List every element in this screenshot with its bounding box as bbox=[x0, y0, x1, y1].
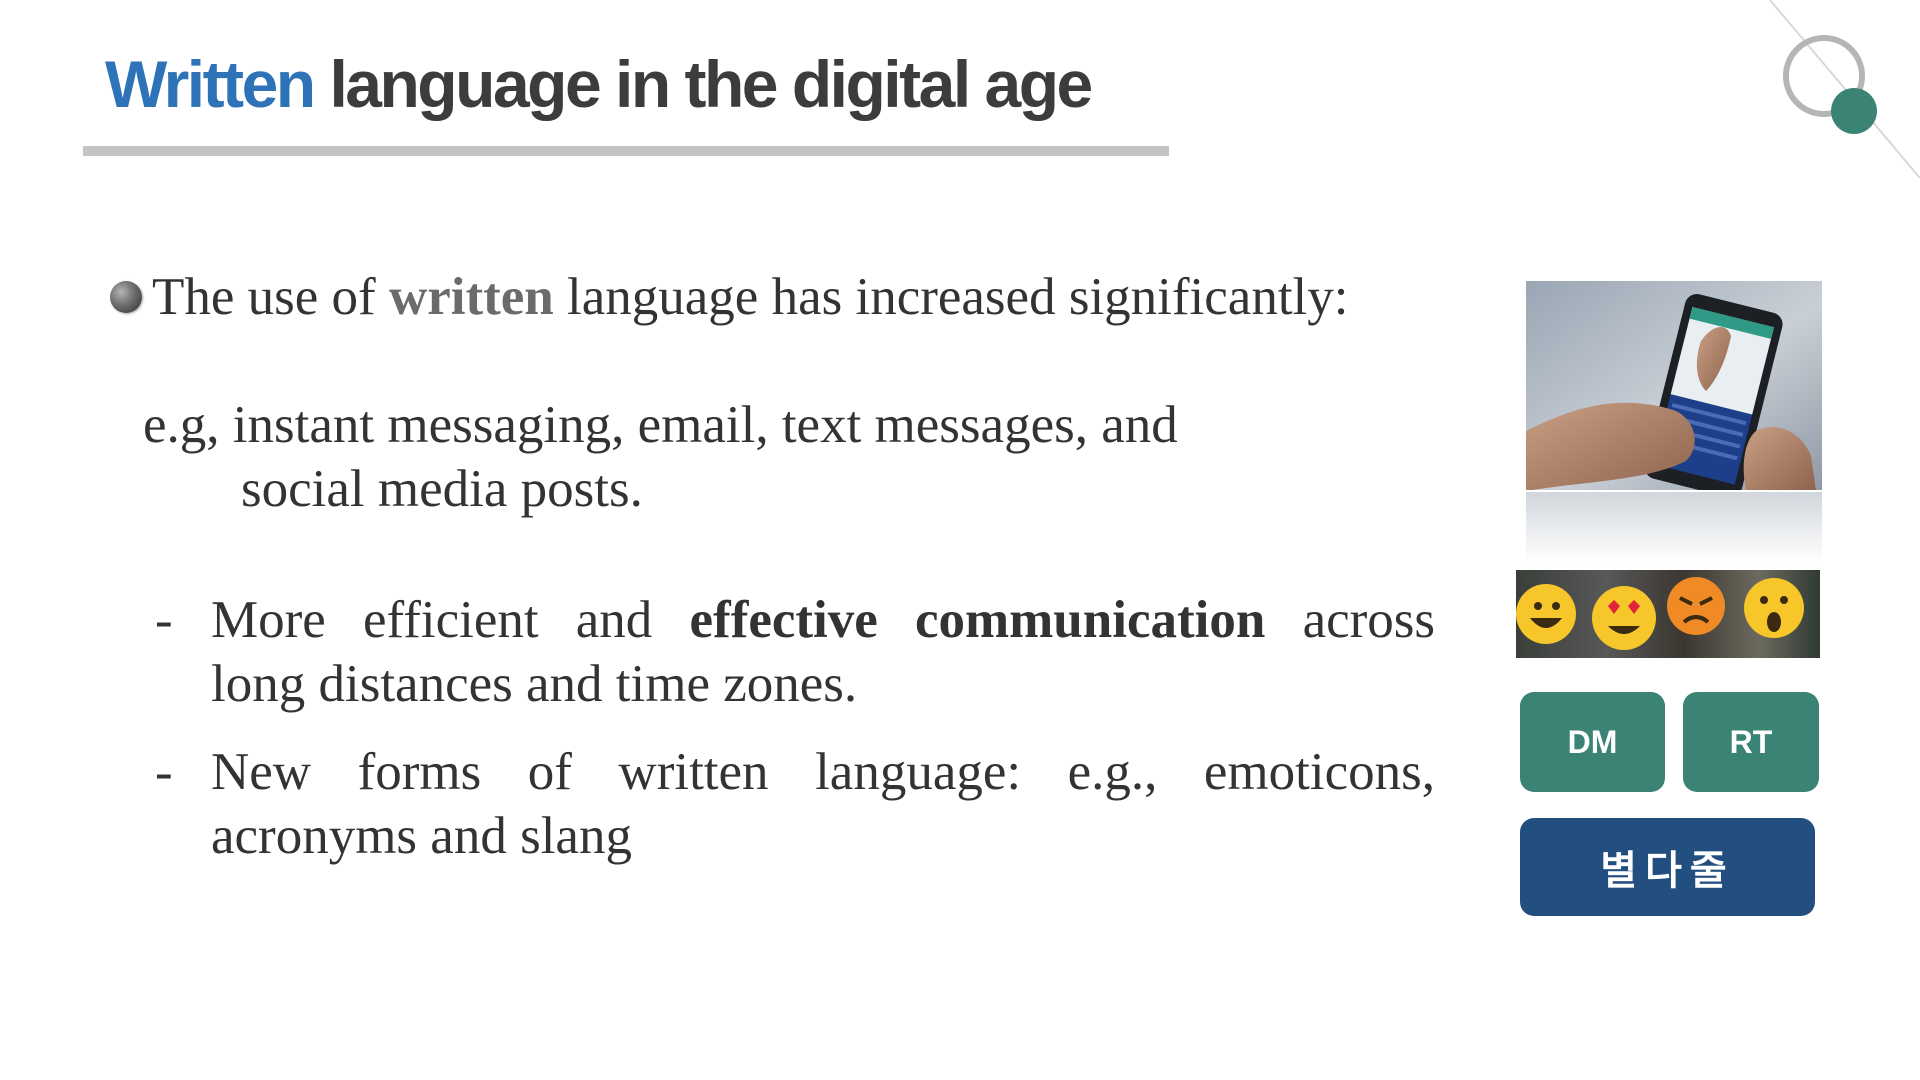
dash-item-line-2: long distances and time zones. bbox=[211, 655, 858, 713]
dash-item-part-b: across bbox=[1302, 591, 1436, 649]
dash-item-line-1: New forms of written language: e.g., emo… bbox=[211, 743, 1435, 801]
bullet-dot-icon bbox=[110, 281, 142, 313]
dash-item-bold: effective communication bbox=[689, 591, 1266, 649]
surprised-emoji-icon bbox=[1744, 578, 1804, 638]
grinning-emoji-icon bbox=[1516, 584, 1576, 644]
phone-typing-image bbox=[1526, 281, 1822, 563]
angry-emoji-icon bbox=[1667, 577, 1725, 635]
example-text: e.g, instant messaging, email, text mess… bbox=[143, 393, 1178, 521]
dm-button[interactable]: DM bbox=[1520, 692, 1665, 792]
dash-item-line-2: acronyms and slang bbox=[211, 807, 632, 865]
bullet-prefix: The use of bbox=[152, 268, 376, 326]
bullet-emphasis: written bbox=[388, 268, 554, 326]
korean-slang-button[interactable]: 별다줄 bbox=[1520, 818, 1815, 916]
emoji-faces-image bbox=[1516, 570, 1820, 658]
dash-item-line-1: More efficient and effective communicati… bbox=[211, 588, 1435, 652]
example-line-1: e.g, instant messaging, email, text mess… bbox=[143, 396, 1178, 454]
dash-item-part-a: More efficient and bbox=[211, 591, 653, 649]
main-bullet: The use of written language has increase… bbox=[110, 265, 1349, 329]
title-underline bbox=[83, 146, 1169, 156]
example-line-2: social media posts. bbox=[241, 460, 643, 518]
bullet-suffix: language has increased significantly: bbox=[567, 268, 1349, 326]
dash-item-new-forms: - New forms of written language: e.g., e… bbox=[155, 740, 1435, 868]
heart-eyes-emoji-icon bbox=[1592, 586, 1656, 650]
title-rest: language in the digital age bbox=[329, 47, 1093, 121]
dash-item-text: New forms of written language: e.g., emo… bbox=[211, 740, 1435, 868]
dash-item-text: More efficient and effective communicati… bbox=[211, 588, 1435, 716]
dash-marker: - bbox=[155, 591, 173, 649]
slide-title: Written language in the digital age bbox=[105, 47, 1093, 121]
dash-marker: - bbox=[155, 743, 173, 801]
title-accent-word: Written bbox=[105, 47, 316, 121]
dash-item-communication: - More efficient and effective communica… bbox=[155, 588, 1435, 716]
bullet-text: The use of written language has increase… bbox=[152, 265, 1349, 329]
corner-circles-decoration bbox=[1769, 0, 1920, 179]
rt-button[interactable]: RT bbox=[1683, 692, 1819, 792]
